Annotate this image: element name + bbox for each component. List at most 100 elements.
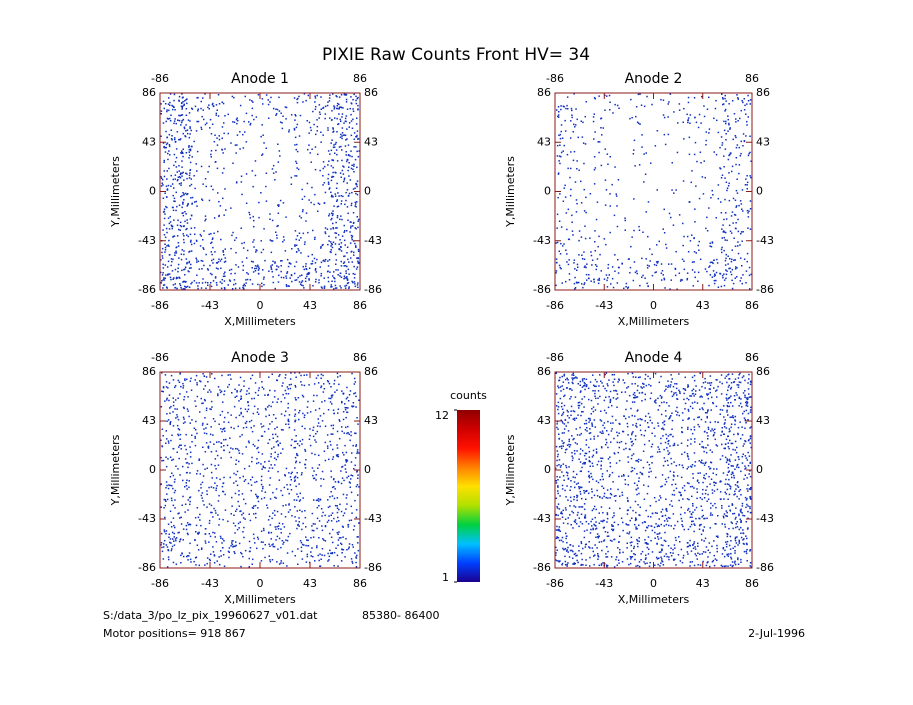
count-dot bbox=[315, 278, 317, 281]
count-dot bbox=[183, 193, 185, 195]
count-dot bbox=[294, 384, 296, 387]
count-dot bbox=[580, 390, 582, 392]
count-dot bbox=[189, 456, 192, 458]
count-dot bbox=[211, 103, 214, 106]
count-dot bbox=[324, 191, 327, 194]
count-dot bbox=[186, 453, 189, 455]
count-dot bbox=[614, 500, 617, 502]
count-dot bbox=[686, 498, 689, 500]
count-dot bbox=[631, 470, 634, 472]
count-dot bbox=[331, 552, 334, 555]
count-dot bbox=[565, 466, 568, 469]
count-dot bbox=[672, 224, 675, 226]
count-dot bbox=[261, 435, 264, 437]
count-dot bbox=[184, 211, 186, 213]
count-dot bbox=[594, 378, 597, 381]
count-dot bbox=[719, 168, 722, 170]
count-dot bbox=[737, 252, 740, 255]
count-dot bbox=[664, 478, 667, 481]
count-dot bbox=[295, 376, 297, 378]
count-dot bbox=[746, 188, 748, 190]
count-dot bbox=[557, 514, 559, 517]
count-dot bbox=[581, 449, 584, 452]
count-dot bbox=[223, 122, 225, 124]
count-dot bbox=[277, 455, 279, 458]
count-dot bbox=[343, 432, 345, 434]
count-dot bbox=[723, 129, 726, 132]
count-dot bbox=[726, 459, 729, 462]
count-dot bbox=[558, 459, 561, 461]
count-dot bbox=[311, 452, 313, 455]
count-dot bbox=[215, 282, 218, 284]
count-dot bbox=[347, 144, 350, 146]
count-dot bbox=[719, 458, 722, 461]
count-dot bbox=[698, 197, 701, 200]
count-dot bbox=[294, 415, 296, 417]
count-dot bbox=[617, 259, 619, 261]
count-dot bbox=[739, 280, 741, 282]
count-dot bbox=[172, 487, 174, 490]
count-dot bbox=[333, 383, 335, 385]
count-dot bbox=[715, 379, 717, 381]
count-dot bbox=[562, 445, 564, 447]
count-dot bbox=[160, 259, 162, 261]
count-dot bbox=[644, 378, 646, 380]
count-dot bbox=[724, 447, 726, 450]
count-dot bbox=[243, 480, 246, 482]
count-dot bbox=[341, 218, 343, 221]
count-dot bbox=[593, 138, 595, 140]
count-dot bbox=[211, 253, 213, 256]
count-dot bbox=[706, 270, 708, 273]
x-top-tick-label: 86 bbox=[745, 72, 759, 85]
count-dot bbox=[693, 97, 696, 99]
count-dot bbox=[298, 483, 300, 485]
count-dot bbox=[336, 507, 339, 509]
count-dot bbox=[336, 444, 338, 446]
panel-title: Anode 2 bbox=[625, 71, 683, 87]
count-dot bbox=[232, 546, 234, 548]
count-dot bbox=[293, 272, 296, 275]
count-dot bbox=[721, 431, 723, 433]
count-dot bbox=[281, 260, 283, 262]
count-dot bbox=[581, 254, 583, 256]
count-dot bbox=[745, 401, 747, 404]
x-tick-label: 43 bbox=[696, 299, 710, 312]
count-dot bbox=[723, 423, 726, 425]
count-dot bbox=[179, 283, 181, 285]
count-dot bbox=[585, 266, 587, 269]
count-dot bbox=[729, 267, 731, 269]
count-dot bbox=[164, 264, 167, 266]
count-dot bbox=[274, 287, 276, 290]
count-dot bbox=[583, 210, 586, 212]
count-dot bbox=[565, 449, 567, 451]
count-dot bbox=[681, 487, 684, 489]
count-dot bbox=[618, 446, 620, 449]
count-dot bbox=[200, 259, 203, 262]
count-dot bbox=[719, 272, 721, 275]
count-dot bbox=[213, 217, 216, 219]
count-dot bbox=[641, 418, 643, 421]
count-dot bbox=[746, 497, 748, 500]
count-dot bbox=[182, 465, 184, 468]
count-dot bbox=[562, 200, 565, 202]
count-dot bbox=[262, 465, 264, 468]
count-dot bbox=[562, 442, 564, 445]
count-dot bbox=[339, 136, 342, 138]
count-dot bbox=[733, 237, 735, 239]
count-dot bbox=[248, 121, 250, 123]
count-dot bbox=[333, 271, 335, 273]
count-dot bbox=[322, 538, 324, 540]
count-dot bbox=[284, 250, 287, 252]
count-dot bbox=[713, 279, 716, 282]
count-dot bbox=[178, 446, 180, 448]
count-dot bbox=[186, 205, 188, 207]
count-dot bbox=[707, 393, 710, 395]
count-dot bbox=[221, 126, 224, 128]
count-dot bbox=[340, 482, 343, 485]
count-dot bbox=[169, 154, 171, 156]
count-dot bbox=[741, 282, 743, 285]
count-dot bbox=[740, 203, 743, 205]
count-dot bbox=[749, 151, 751, 154]
count-dot bbox=[174, 507, 176, 509]
count-dot bbox=[183, 235, 185, 237]
